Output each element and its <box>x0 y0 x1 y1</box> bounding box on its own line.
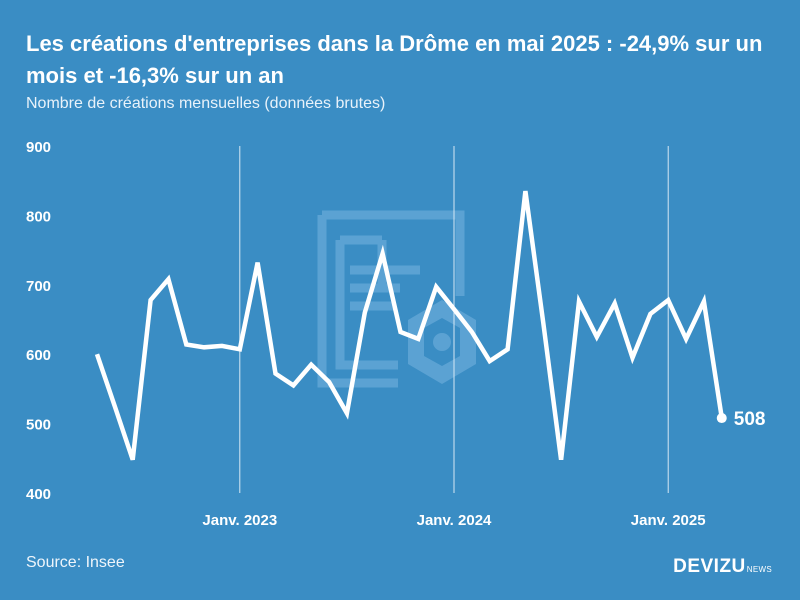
chart-title: Les créations d'entreprises dans la Drôm… <box>26 31 763 88</box>
document-gear-icon <box>317 210 476 388</box>
brand-sub: NEWS <box>746 565 772 574</box>
y-tick-label: 700 <box>26 278 51 295</box>
series-line <box>94 190 725 461</box>
chart-subtitle: Nombre de créations mensuelles (données … <box>26 95 386 112</box>
source-note: Source: Insee <box>26 554 125 571</box>
x-tick-label: Janv. 2025 <box>631 512 706 529</box>
x-tick-label: Janv. 2024 <box>417 512 492 529</box>
y-tick-label: 500 <box>26 417 51 434</box>
last-point-marker <box>716 413 727 424</box>
x-tick-label: Janv. 2023 <box>202 512 277 529</box>
brand-logo: DEVIZUNEWS <box>673 556 772 578</box>
brand-name: DEVIZU <box>673 556 746 577</box>
y-tick-label: 400 <box>26 486 51 503</box>
y-tick-label: 600 <box>26 347 51 364</box>
y-tick-label: 900 <box>26 139 51 156</box>
last-value-label: 508 <box>734 409 766 430</box>
y-tick-label: 800 <box>26 208 51 225</box>
